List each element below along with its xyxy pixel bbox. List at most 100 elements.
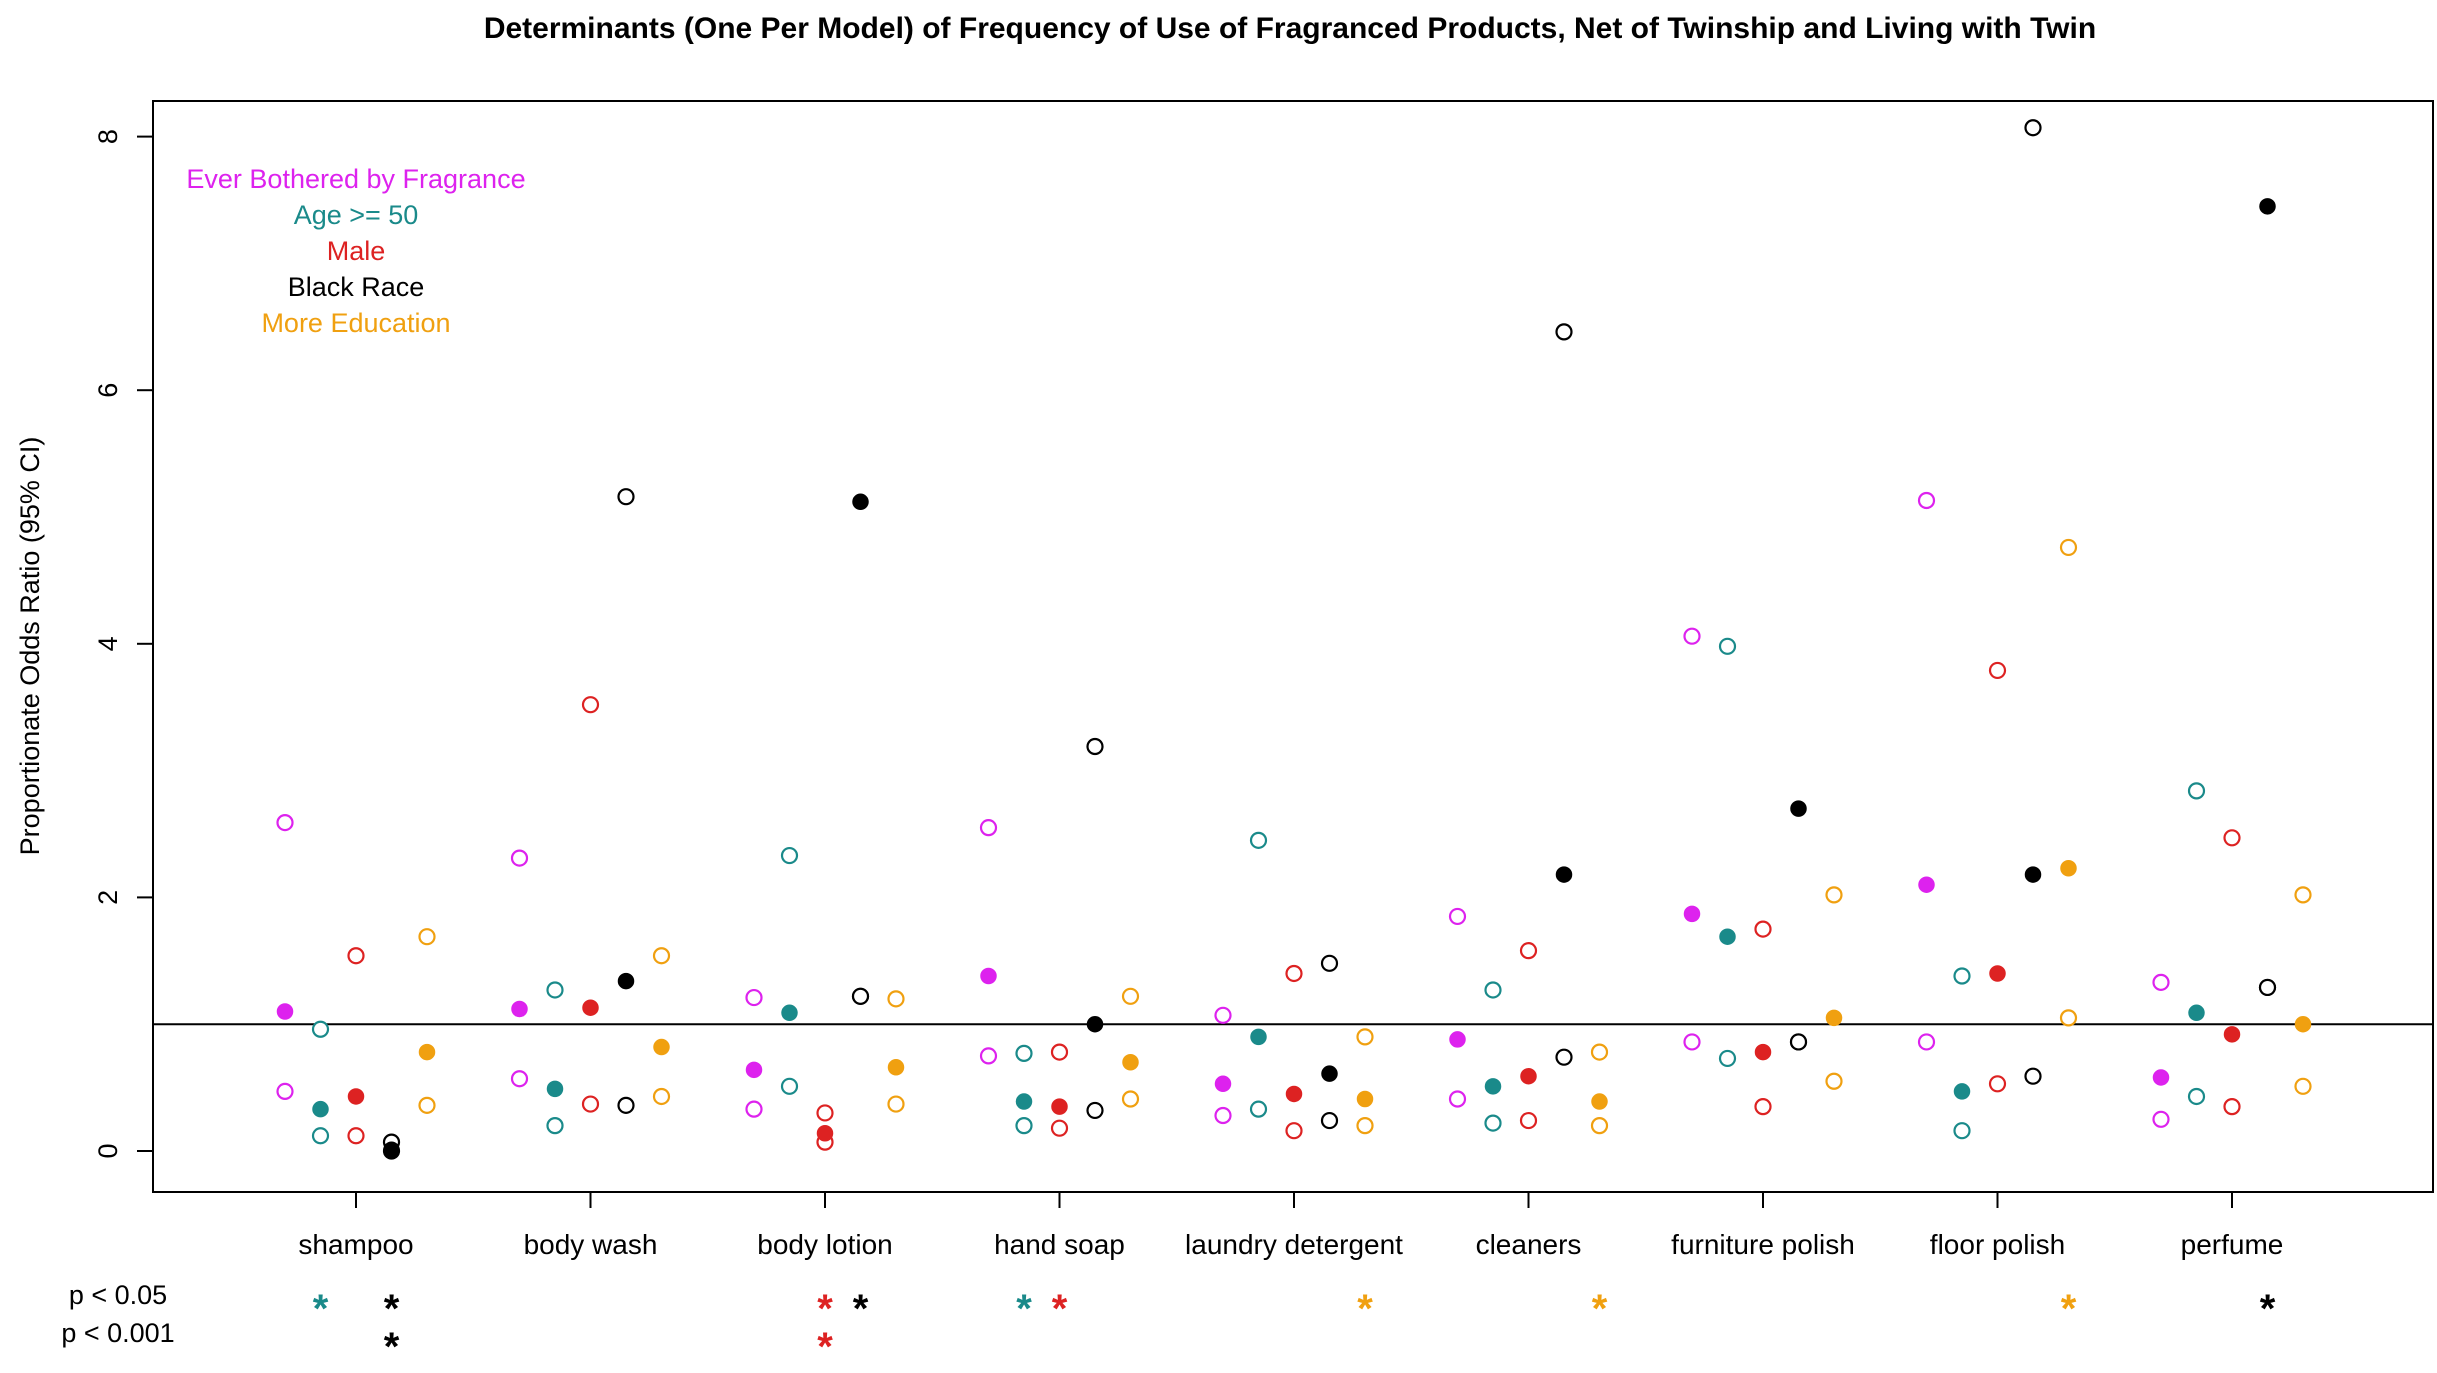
ci-high-point (2258, 978, 2277, 997)
ci-high-point (1590, 1043, 1609, 1061)
estimate-point (1015, 1093, 1033, 1110)
x-tick-label: laundry detergent (1185, 1229, 1403, 1260)
estimate-point (1484, 1078, 1502, 1095)
estimate-point (2188, 1004, 2205, 1022)
significance-star: * (853, 1287, 869, 1331)
legend-entry: More Education (261, 308, 450, 338)
ci-high-point (1356, 1028, 1374, 1046)
estimate-point (1214, 1075, 1232, 1093)
estimate-point (1719, 928, 1736, 945)
ci-low-point (1320, 1111, 1339, 1130)
ci-high-point (1555, 323, 1573, 341)
ci-high-point (1718, 637, 1737, 655)
significance-star: * (817, 1287, 833, 1331)
estimate-point (1086, 1015, 1104, 1033)
x-tick-label: body wash (524, 1229, 658, 1260)
x-tick-label: perfume (2181, 1229, 2284, 1260)
ci-high-point (2187, 782, 2206, 800)
significance-star: * (313, 1287, 329, 1331)
ci-high-point (1121, 987, 1140, 1005)
estimate-point (1321, 1065, 1338, 1082)
ci-high-point (1214, 1006, 1232, 1024)
ci-high-point (2059, 538, 2078, 557)
y-axis-label: Proportionate Odds Ratio (95% CI) (15, 437, 45, 856)
ci-high-point (418, 928, 436, 946)
estimate-point (2024, 866, 2042, 883)
ci-low-point (1050, 1119, 1069, 1137)
x-tick-label: shampoo (298, 1229, 413, 1260)
estimate-point (617, 972, 635, 990)
estimate-point (1449, 1031, 1466, 1048)
ci-high-point (1789, 1033, 1808, 1051)
ci-low-point (418, 1096, 436, 1114)
estimate-point (1051, 1098, 1068, 1115)
y-tick-label: 8 (93, 129, 123, 144)
ci-low-point (1590, 1117, 1609, 1135)
ci-low-point (1519, 1111, 1538, 1130)
y-tick-label: 4 (93, 636, 123, 651)
estimate-point (546, 1080, 564, 1098)
ci-high-point (745, 988, 763, 1007)
significance-label: p < 0.05 (69, 1280, 167, 1310)
ci-low-point (2059, 1009, 2078, 1027)
ci-low-point (2223, 1098, 2241, 1116)
estimate-point (1591, 1093, 1608, 1110)
significance-star: * (817, 1325, 833, 1368)
ci-high-point (2223, 829, 2241, 847)
ci-low-point (1683, 1033, 1701, 1051)
ci-low-point (979, 1047, 998, 1065)
chart-title: Determinants (One Per Model) of Frequenc… (484, 12, 2096, 45)
estimate-point (852, 493, 869, 511)
legend-entry: Age >= 50 (294, 200, 419, 230)
estimate-point (383, 1141, 400, 1158)
estimate-point (2060, 859, 2077, 877)
significance-star: * (384, 1325, 400, 1368)
ci-low-point (1484, 1114, 1502, 1132)
estimate-point (1754, 1043, 1772, 1061)
estimate-point (1790, 800, 1807, 817)
estimate-point (2223, 1026, 2241, 1043)
ci-high-point (510, 849, 529, 867)
ci-high-point (2152, 973, 2170, 991)
ci-low-point (1555, 1048, 1573, 1066)
plot-frame (152, 100, 2434, 1193)
legend-entry: Ever Bothered by Fragrance (186, 164, 525, 194)
ci-low-point (1214, 1106, 1232, 1125)
ci-high-point (276, 813, 294, 832)
ci-high-point (1320, 954, 1339, 972)
ci-high-point (2024, 119, 2042, 137)
significance-star: * (1357, 1287, 1373, 1331)
ci-low-point (2187, 1087, 2206, 1106)
estimate-point (1356, 1090, 1374, 1108)
ci-high-point (2294, 886, 2312, 904)
ci-low-point (1356, 1117, 1374, 1135)
ci-high-point (1917, 491, 1936, 510)
estimate-point (1520, 1067, 1537, 1085)
estimate-point (276, 1003, 294, 1020)
x-tick-label: hand soap (994, 1229, 1125, 1260)
ci-high-point (1285, 964, 1303, 983)
estimate-point (1989, 965, 2006, 982)
ci-low-point (1121, 1090, 1140, 1108)
ci-low-point (1086, 1101, 1104, 1120)
ci-low-point (1917, 1033, 1936, 1051)
x-tick-label: furniture polish (1671, 1229, 1855, 1260)
ci-low-point (1754, 1098, 1772, 1116)
estimate-point (980, 967, 997, 985)
estimate-point (1825, 1009, 1843, 1027)
ci-high-point (617, 488, 635, 506)
estimate-point (312, 1100, 329, 1118)
legend-entry: Black Race (288, 272, 425, 302)
estimate-point (2259, 198, 2276, 215)
ci-low-point (347, 1127, 365, 1145)
estimate-point (1555, 866, 1573, 883)
ci-high-point (1448, 907, 1467, 926)
ci-high-point (1015, 1044, 1033, 1062)
ci-low-point (2152, 1110, 2170, 1128)
ci-high-point (311, 1020, 330, 1038)
estimate-point (653, 1038, 670, 1056)
ci-low-point (2294, 1077, 2312, 1095)
ci-low-point (617, 1096, 635, 1114)
ci-high-point (851, 987, 870, 1005)
